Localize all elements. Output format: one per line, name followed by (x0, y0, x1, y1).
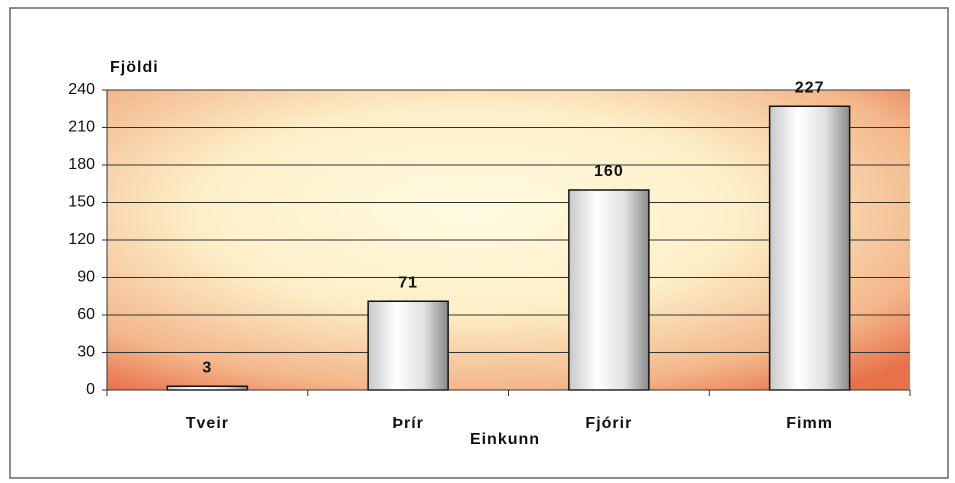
y-tick-label: 240 (68, 81, 95, 98)
x-tick-label: Fjórir (585, 415, 632, 432)
x-tick-label: Fimm (786, 415, 833, 432)
x-axis-label: Einkunn (470, 431, 540, 448)
bar (768, 105, 851, 391)
data-label: 3 (202, 359, 212, 376)
y-tick-label: 60 (77, 306, 95, 323)
y-tick-label: 30 (77, 344, 95, 361)
x-tick-label: Þrír (392, 415, 424, 432)
data-label: 227 (795, 79, 825, 96)
y-tick-label: 210 (68, 119, 95, 136)
x-tick-label: Tveir (186, 415, 229, 432)
y-tick-label: 150 (68, 194, 95, 211)
y-tick-label: 120 (68, 231, 95, 248)
bar (568, 189, 650, 391)
y-tick-label: 90 (77, 269, 95, 286)
data-label: 71 (398, 274, 418, 291)
bar (367, 300, 449, 391)
data-label: 160 (594, 163, 624, 180)
y-tick-label: 0 (86, 381, 95, 398)
bar (166, 385, 249, 391)
y-tick-label: 180 (68, 156, 95, 173)
y-axis-label: Fjöldi (110, 59, 159, 76)
